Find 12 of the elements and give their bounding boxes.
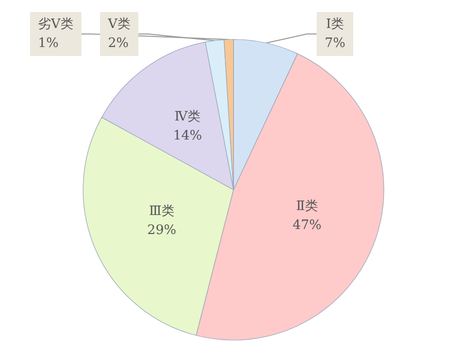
data-label: 29% xyxy=(147,222,176,238)
slice-label: Ⅰ类 xyxy=(326,17,344,32)
data-label: 7% xyxy=(324,36,346,51)
slice-label: Ⅴ类 xyxy=(107,17,130,32)
data-label: 2% xyxy=(108,36,129,51)
data-label: 1% xyxy=(38,36,59,51)
slice-label: Ⅱ类 xyxy=(296,199,318,214)
data-label: 47% xyxy=(292,218,322,234)
slice-label: 劣Ⅴ类 xyxy=(38,17,74,32)
data-label: 14% xyxy=(173,128,202,144)
slice-label: Ⅳ类 xyxy=(174,109,201,124)
slice-label: Ⅲ类 xyxy=(148,204,175,219)
